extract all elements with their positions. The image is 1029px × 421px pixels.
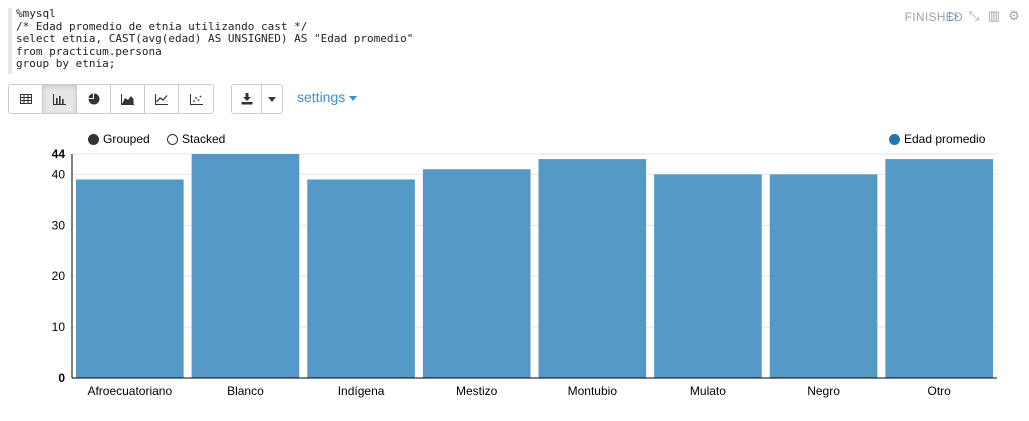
x-tick-label: Negro bbox=[807, 384, 840, 398]
y-tick-label: 0 bbox=[58, 371, 65, 385]
x-tick-label: Indígena bbox=[338, 384, 385, 398]
download-icon bbox=[241, 93, 252, 105]
bar[interactable] bbox=[76, 179, 184, 378]
y-tick-label: 40 bbox=[52, 167, 66, 181]
caret-down-icon bbox=[268, 96, 276, 102]
scatter-chart-icon bbox=[189, 93, 203, 105]
bar[interactable] bbox=[538, 159, 647, 378]
stacked-label: Stacked bbox=[182, 132, 226, 146]
x-tick-label: Mestizo bbox=[456, 384, 498, 398]
bar[interactable] bbox=[422, 169, 531, 378]
y-tick-label: 10 bbox=[52, 320, 66, 334]
scatter-chart-view-button[interactable] bbox=[179, 85, 213, 113]
code-line: select etnia, CAST(avg(edad) AS UNSIGNED… bbox=[16, 32, 414, 45]
y-tick-label: 30 bbox=[52, 218, 66, 232]
chart-container: Grouped Stacked Edad promedio 0 10 20 30 40 4… bbox=[0, 124, 1029, 416]
bar[interactable] bbox=[191, 154, 300, 378]
x-tick-label: Mulato bbox=[690, 384, 726, 398]
y-tick-label: 20 bbox=[52, 269, 66, 283]
bar[interactable] bbox=[307, 179, 415, 378]
paragraph-controls: ▷ ⤡ ▥ ⚙ bbox=[947, 9, 1021, 23]
table-icon bbox=[19, 94, 32, 104]
settings-dropdown[interactable]: settings bbox=[297, 89, 358, 105]
pie-chart-view-button[interactable] bbox=[77, 85, 111, 113]
visualization-toolbar bbox=[8, 84, 214, 114]
hide-editor-icon[interactable]: ⤡ bbox=[968, 8, 980, 23]
gear-icon[interactable]: ⚙ bbox=[1008, 8, 1020, 23]
code-line: /* Edad promedio de etnia utilizando cas… bbox=[16, 19, 308, 33]
code-line: from practicum.persona bbox=[16, 44, 162, 58]
code-line: %mysql bbox=[16, 7, 56, 20]
bar-chart: 0 10 20 30 40 44 Afroecuatoriano Blanco Indígena… bbox=[52, 147, 997, 398]
bar[interactable] bbox=[654, 174, 762, 378]
code-line: group by etnia; bbox=[16, 57, 116, 70]
download-options-dropdown[interactable] bbox=[262, 85, 282, 113]
pie-chart-icon bbox=[88, 93, 99, 105]
bar-chart-icon bbox=[53, 93, 66, 105]
bar[interactable] bbox=[769, 174, 878, 378]
code-editor[interactable]: %mysql /* Edad promedio de etnia utiliza… bbox=[8, 7, 886, 74]
table-view-button[interactable] bbox=[9, 85, 43, 113]
grouped-toggle[interactable]: Grouped bbox=[88, 132, 150, 146]
series-color-dot bbox=[889, 133, 900, 145]
run-icon[interactable]: ▷ bbox=[949, 8, 959, 23]
book-icon[interactable]: ▥ bbox=[987, 8, 1001, 23]
y-tick-label: 44 bbox=[52, 147, 66, 161]
settings-label: settings bbox=[297, 89, 346, 105]
x-tick-label: Afroecuatoriano bbox=[87, 384, 172, 398]
x-tick-label: Blanco bbox=[227, 384, 264, 398]
bar-chart-view-button[interactable] bbox=[43, 85, 77, 113]
line-chart-view-button[interactable] bbox=[145, 85, 179, 113]
paragraph-status: FINISHED bbox=[904, 10, 963, 24]
grouped-label: Grouped bbox=[103, 132, 150, 146]
x-tick-label: Montubio bbox=[568, 384, 618, 398]
line-chart-icon bbox=[155, 93, 168, 105]
area-chart-view-button[interactable] bbox=[111, 85, 145, 113]
stacked-toggle[interactable]: Stacked bbox=[167, 132, 225, 146]
download-button[interactable] bbox=[232, 85, 262, 113]
area-chart-icon bbox=[121, 93, 134, 105]
bar[interactable] bbox=[885, 159, 993, 378]
radio-selected-icon bbox=[88, 133, 99, 145]
caret-down-icon bbox=[349, 95, 358, 101]
radio-unselected-icon bbox=[167, 133, 178, 145]
series-legend-item[interactable]: Edad promedio bbox=[889, 132, 985, 146]
x-tick-label: Otro bbox=[928, 384, 952, 398]
download-toolbar bbox=[231, 84, 283, 114]
series-legend-label: Edad promedio bbox=[904, 132, 986, 146]
